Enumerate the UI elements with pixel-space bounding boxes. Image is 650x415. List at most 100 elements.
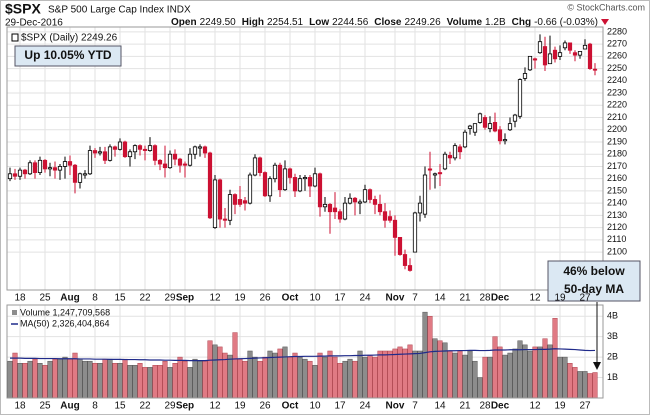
- volume-bar: [82, 360, 88, 399]
- volume-bar: [27, 360, 33, 399]
- volume-bar: [422, 311, 428, 399]
- annotation: 50-day MA: [564, 282, 624, 296]
- candle-body: [92, 150, 98, 154]
- quote-value: 2254.51: [267, 17, 304, 28]
- candle-body: [547, 53, 553, 65]
- volume-bar: [407, 344, 413, 399]
- chart-title: $SPX: [5, 1, 41, 17]
- volume-bar: [22, 363, 28, 399]
- candle-body: [227, 194, 233, 221]
- y-tick-label: 2230: [607, 87, 627, 97]
- volume-bar: [432, 338, 438, 399]
- volume-bar: [132, 365, 138, 399]
- candle-body: [362, 189, 368, 203]
- candle-body: [72, 164, 78, 183]
- annotation: 46% below: [563, 264, 625, 278]
- candle-body: [167, 153, 173, 169]
- y-tick-label: 2210: [607, 112, 627, 122]
- candle-body: [272, 164, 278, 180]
- annotation-box: [547, 260, 641, 302]
- volume-bar: [402, 348, 408, 399]
- credit: © StockCharts.com: [567, 2, 645, 12]
- candle-body: [192, 146, 198, 155]
- volume-bar: [142, 367, 148, 399]
- candle-body: [172, 153, 178, 160]
- y-tick-label: 2260: [607, 51, 627, 61]
- volume-bar: [527, 350, 533, 399]
- volume-bar: [412, 350, 418, 399]
- volume-bar: [392, 348, 398, 399]
- candle-body: [392, 219, 398, 238]
- volume-bar: [147, 367, 153, 399]
- candle-body: [107, 146, 113, 161]
- x-tick-label: Oct: [282, 293, 299, 304]
- volume-bar: [102, 358, 108, 399]
- candle-body: [152, 145, 158, 161]
- x-tick-label: 27: [579, 293, 591, 304]
- volume-bar: [562, 356, 568, 399]
- volume-bar: [212, 344, 218, 399]
- annotation: Up 10.05% YTD: [24, 48, 111, 62]
- x-tick-label: 19: [554, 293, 566, 304]
- volume-bar: [287, 356, 293, 399]
- candle-body: [267, 178, 273, 197]
- candle-body: [427, 168, 433, 171]
- volume-bar: [157, 365, 163, 399]
- candle-body: [147, 145, 153, 151]
- quote-label: Chg: [512, 17, 531, 28]
- candle-body: [137, 145, 143, 150]
- candle-body: [487, 123, 493, 129]
- candle-body: [322, 203, 328, 208]
- candle-body: [37, 159, 43, 173]
- volume-bar: [237, 358, 243, 399]
- x-tick-label: 22: [139, 401, 151, 412]
- candle-body: [22, 169, 28, 175]
- quote-value: 2249.50: [200, 17, 237, 28]
- candle-body: [432, 173, 438, 176]
- candle-body: [542, 46, 548, 66]
- volume-bar: [192, 358, 198, 399]
- x-tick-label: Dec: [491, 401, 510, 412]
- y-tick-label: 2160: [607, 173, 627, 183]
- volume-bar: [382, 350, 388, 399]
- volume-bar: [452, 352, 458, 399]
- volume-bar: [532, 346, 538, 399]
- volume-bar: [332, 356, 338, 399]
- volume-bar: [282, 346, 288, 399]
- volume-bar: [232, 332, 238, 399]
- y-tick-label: 2120: [607, 222, 627, 232]
- volume-bar: [197, 360, 203, 399]
- candle-body: [472, 123, 478, 133]
- candle-body: [82, 173, 88, 176]
- volume-bar: [512, 348, 518, 399]
- volume-bar: [32, 358, 38, 399]
- candle-body: [162, 163, 168, 169]
- candle-body: [422, 174, 428, 215]
- candle-body: [517, 79, 523, 117]
- candle-body: [252, 157, 258, 176]
- volume-bar: [372, 356, 378, 399]
- candle-body: [182, 163, 188, 166]
- x-tick-label: 28: [479, 401, 491, 412]
- x-tick-label: Dec: [491, 293, 510, 304]
- candle-body: [352, 197, 358, 203]
- x-tick-label: Sep: [176, 293, 194, 304]
- candle-body: [497, 129, 503, 142]
- x-tick-label: 12: [209, 293, 221, 304]
- x-tick-label: 15: [114, 293, 126, 304]
- legend-icon: [11, 33, 19, 42]
- candle-body: [62, 161, 68, 167]
- volume-bar: [362, 356, 368, 399]
- candle-body: [317, 173, 323, 208]
- volume-bar: [152, 365, 158, 399]
- y-tick-label: 2190: [607, 136, 627, 146]
- candle-body: [342, 202, 348, 220]
- candle-body: [197, 146, 203, 149]
- candle-body: [527, 55, 533, 71]
- volume-bar: [367, 354, 373, 399]
- volume-bar: [107, 358, 113, 399]
- quote-label: Close: [374, 17, 402, 28]
- volume-bar: [57, 358, 63, 399]
- candle-body: [457, 146, 463, 153]
- x-tick-label: Aug: [60, 401, 79, 412]
